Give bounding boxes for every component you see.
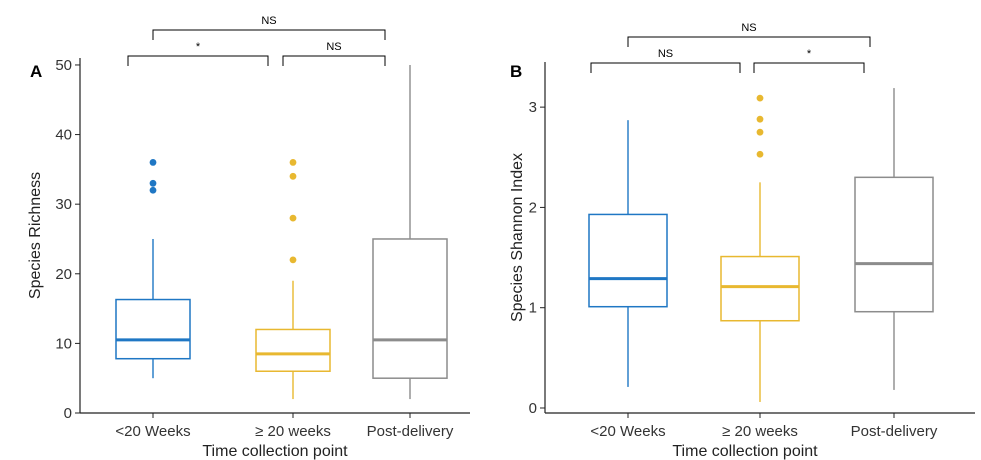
x-tick-label: Post-delivery xyxy=(367,423,454,440)
box-1 xyxy=(720,94,800,402)
outlier-point xyxy=(149,179,157,187)
y-tick-label: 0 xyxy=(64,405,72,422)
significance-bracket xyxy=(590,62,741,73)
outlier-point xyxy=(289,159,297,166)
y-tick-label: 1 xyxy=(529,300,537,317)
y-tick-label: 30 xyxy=(55,196,72,213)
x-tick-label: <20 Weeks xyxy=(115,423,190,440)
y-axis-label: Species Richness xyxy=(27,172,44,299)
box-2 xyxy=(854,88,934,390)
significance-label: NS xyxy=(261,15,276,27)
significance-bracket xyxy=(627,36,871,47)
outlier-point xyxy=(149,159,157,166)
significance-label: NS xyxy=(658,48,673,60)
outlier-point xyxy=(756,115,764,123)
x-axis-label: Time collection point xyxy=(672,443,818,460)
y-tick-label: 50 xyxy=(55,57,72,74)
y-tick-label: 2 xyxy=(529,199,537,216)
x-tick-label: ≥ 20 weeks xyxy=(722,423,798,440)
x-tick-label: Post-delivery xyxy=(851,423,938,440)
panel-label: B xyxy=(510,62,522,81)
panel-B: 0 1 2 3 <20 Weeks ≥ 20 weeks Post-delivery Time… xyxy=(509,22,975,460)
y-tick-label: 0 xyxy=(529,400,537,417)
outlier-point xyxy=(149,186,157,194)
y-tick-label: 20 xyxy=(55,266,72,283)
significance-bracket xyxy=(753,62,865,73)
significance-bracket xyxy=(282,55,386,66)
significance-bracket xyxy=(152,29,386,40)
significance-label: NS xyxy=(741,22,756,34)
outlier-point xyxy=(289,214,297,222)
outlier-point xyxy=(756,128,764,136)
outlier-point xyxy=(756,94,764,102)
iqr-box xyxy=(372,238,448,379)
significance-bracket xyxy=(127,55,269,66)
panel-label: A xyxy=(30,62,42,81)
y-tick-label: 10 xyxy=(55,335,72,352)
panel-A: 0 10 20 30 40 50 <20 Weeks ≥ 20 weeks Post-deliv… xyxy=(27,15,470,460)
box-0 xyxy=(588,120,668,387)
box-0 xyxy=(115,159,191,379)
significance-label: * xyxy=(807,48,812,60)
iqr-box xyxy=(255,328,331,372)
y-axis-label: Species Shannon Index xyxy=(509,153,526,322)
significance-label: * xyxy=(196,41,201,53)
y-tick-label: 3 xyxy=(529,99,537,116)
iqr-box xyxy=(720,255,800,322)
x-tick-label: ≥ 20 weeks xyxy=(255,423,331,440)
y-tick-label: 40 xyxy=(55,127,72,144)
iqr-box xyxy=(115,298,191,360)
outlier-point xyxy=(756,150,764,158)
iqr-box xyxy=(588,213,668,308)
x-axis-label: Time collection point xyxy=(202,443,348,460)
outlier-point xyxy=(289,172,297,180)
significance-label: NS xyxy=(326,41,341,53)
box-1 xyxy=(255,159,331,400)
outlier-point xyxy=(289,256,297,264)
box-2 xyxy=(372,64,448,400)
iqr-box xyxy=(854,176,934,313)
x-tick-label: <20 Weeks xyxy=(590,423,665,440)
